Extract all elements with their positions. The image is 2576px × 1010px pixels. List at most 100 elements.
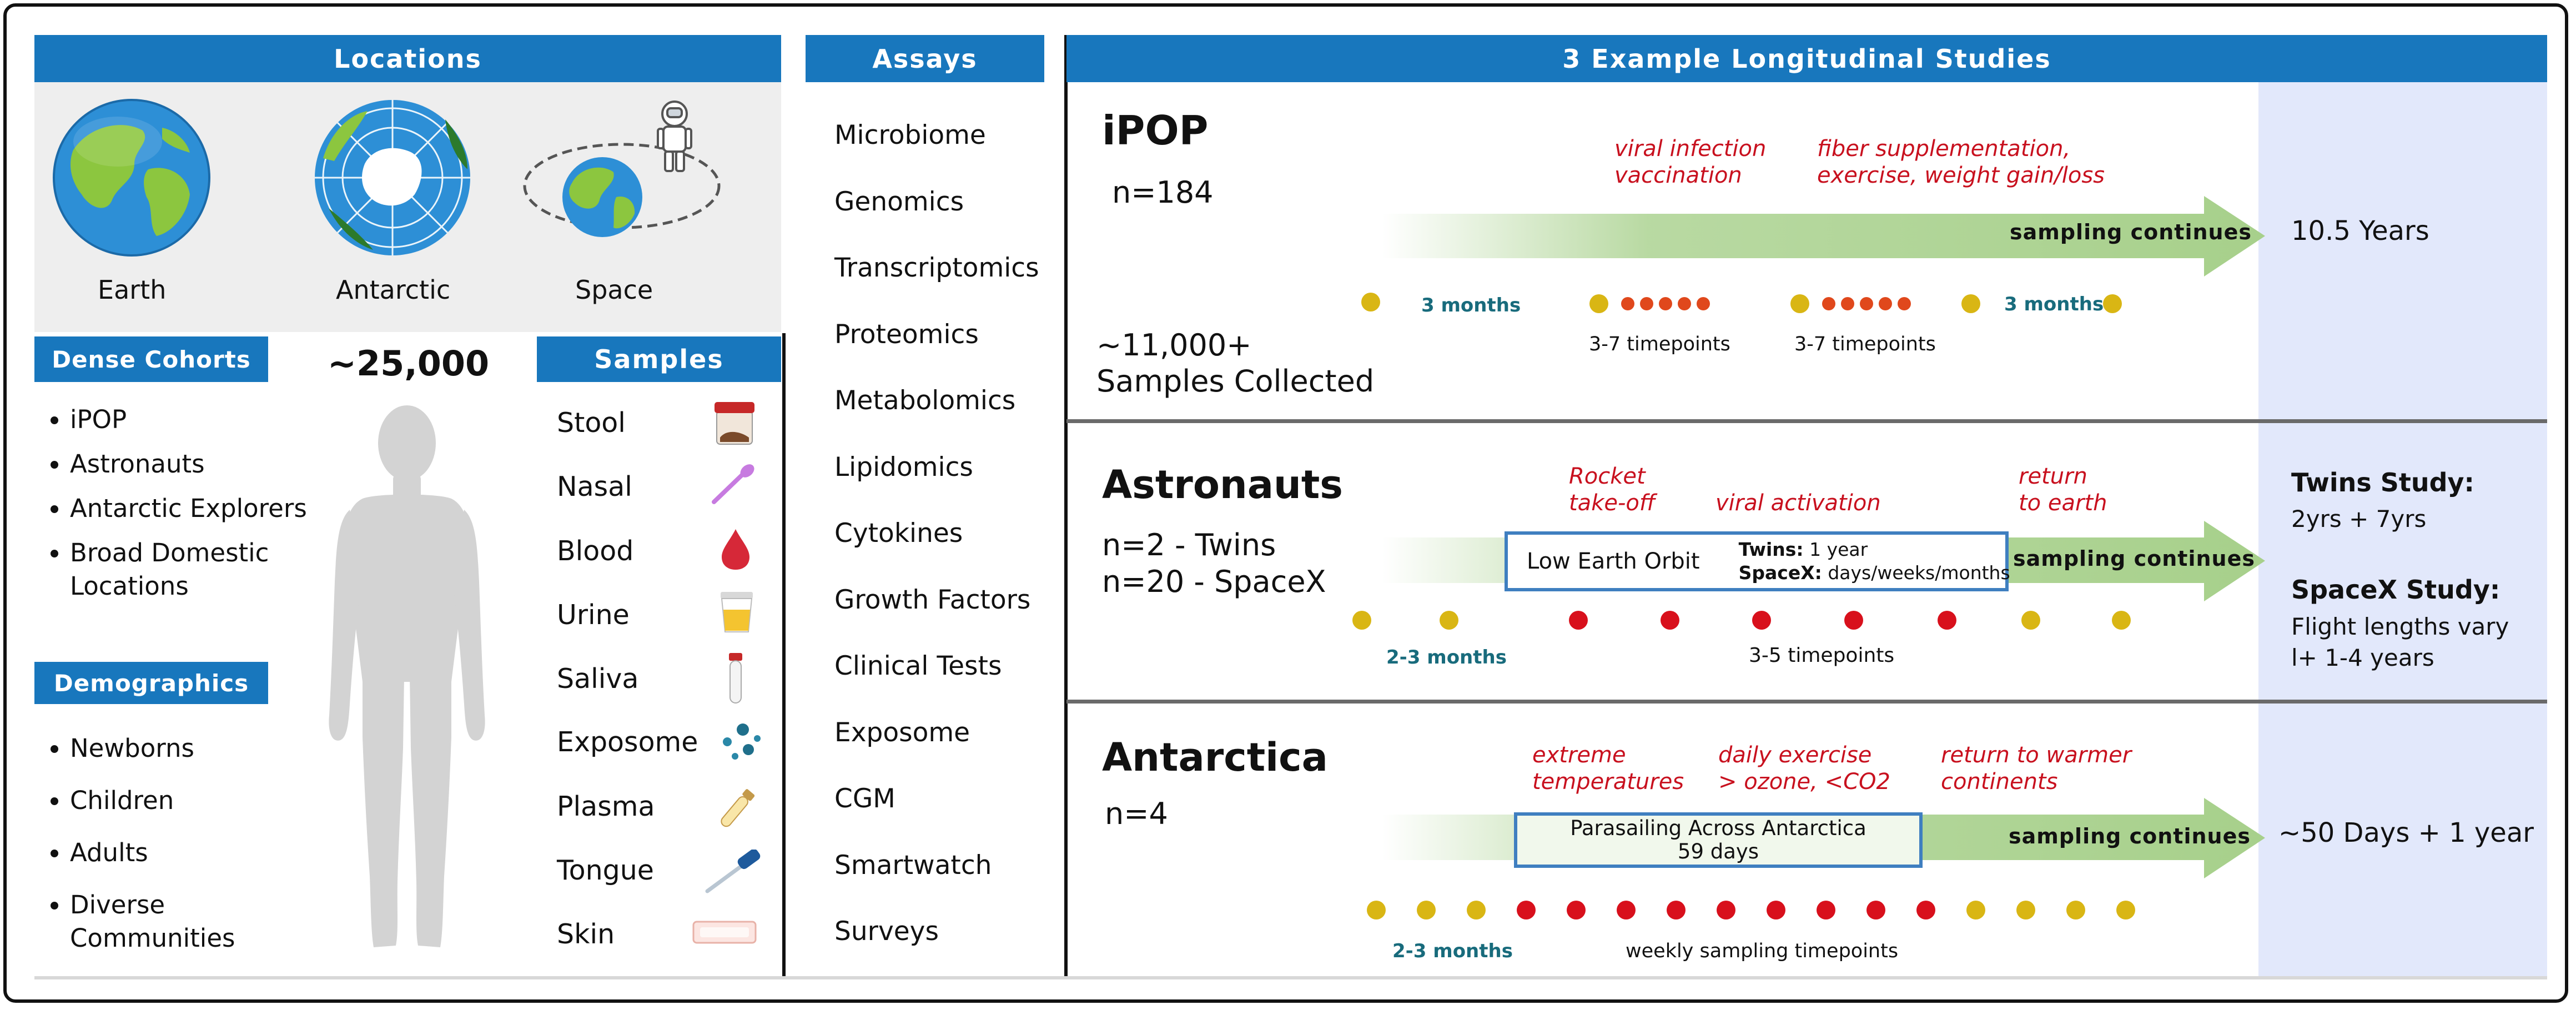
location-label-antarctic: Antarctic — [336, 275, 451, 305]
study-title-antarctica: Antarctica — [1102, 735, 1328, 780]
parasailing-box-line-1: Parasailing Across Antarctica — [1570, 816, 1866, 840]
figure-frame — [3, 3, 2568, 1003]
sample-label-urine: Urine — [557, 599, 630, 631]
divider-study-ipop-astronauts — [1066, 419, 2547, 423]
timepoint-dot — [1640, 297, 1653, 310]
event-label: > ozone, <CO2 — [1718, 769, 1890, 795]
timepoints-label: 3-7 timepoints — [1794, 333, 1936, 355]
plasma-tube-icon — [721, 789, 755, 827]
interval-label: 3 months — [1421, 294, 1521, 316]
event-label: viral infection — [1614, 136, 1767, 162]
timepoint-dot — [1678, 297, 1691, 310]
assay-item: Microbiome — [834, 120, 986, 150]
timepoint-dot — [2116, 901, 2135, 919]
event-label: temperatures — [1532, 769, 1684, 795]
result-spacex-value-1: Flight lengths vary — [2291, 613, 2509, 640]
dense-cohorts-list: iPOP Astronauts Antarctic Explorers Broa… — [36, 403, 314, 614]
timepoint-dot — [2021, 611, 2040, 630]
event-label: daily exercise — [1718, 742, 1872, 768]
timepoint-dot — [1617, 901, 1636, 919]
timepoint-dot — [1367, 901, 1386, 919]
locations-header: Locations — [34, 35, 781, 82]
samples-header: Samples — [537, 336, 781, 382]
bottom-rule — [34, 976, 2547, 979]
event-label: exercise, weight gain/loss — [1817, 163, 2105, 188]
sample-label-saliva: Saliva — [557, 663, 639, 695]
sample-label-stool: Stool — [557, 407, 626, 439]
timepoint-dot — [1667, 901, 1686, 919]
timepoint-dot — [1661, 611, 1679, 630]
assay-item: Transcriptomics — [834, 253, 1039, 283]
timepoint-dot — [1352, 611, 1371, 630]
timepoint-dot — [1361, 293, 1380, 311]
cohort-item: iPOP — [70, 403, 314, 436]
timepoint-dot — [1817, 901, 1835, 919]
timepoint-dot — [1767, 901, 1785, 919]
urine-cup-icon — [721, 592, 753, 632]
study-duration-antarctica: ~50 Days + 1 year — [2278, 817, 2534, 848]
assay-item: Smartwatch — [834, 850, 992, 881]
cohort-item: Broad Domestic Locations — [70, 536, 314, 603]
space-orbit-icon — [523, 101, 721, 237]
timepoints-label: 3-5 timepoints — [1749, 644, 1895, 667]
timepoints-label: weekly sampling timepoints — [1626, 940, 1899, 962]
interval-label: 2-3 months — [1392, 940, 1513, 962]
sample-label-blood: Blood — [557, 535, 634, 567]
timepoint-dot — [1841, 297, 1854, 310]
timepoint-dot — [2016, 901, 2035, 919]
parasailing-box-line-2: 59 days — [1677, 840, 1759, 863]
assay-item: Genomics — [834, 187, 964, 217]
location-label-earth: Earth — [98, 275, 167, 305]
assay-item: Growth Factors — [834, 585, 1031, 615]
divider-assays-studies — [1064, 35, 1068, 977]
dense-cohorts-header: Dense Cohorts — [34, 336, 268, 382]
timepoint-dot — [1517, 901, 1536, 919]
assays-header: Assays — [806, 35, 1044, 82]
results-panel — [2258, 82, 2547, 976]
human-body-silhouette-icon — [329, 405, 485, 947]
result-twins-title: Twins Study: — [2291, 468, 2474, 498]
assay-item: CGM — [834, 783, 895, 814]
spacex-duration-value: days/weeks/months — [1828, 562, 2010, 584]
result-spacex-value-2: l+ 1-4 years — [2291, 644, 2434, 671]
study-n-ipop: n=184 — [1112, 175, 1214, 210]
timepoint-dot — [1916, 901, 1935, 919]
timepoint-dot — [1938, 611, 1956, 630]
timepoints-label: 3-7 timepoints — [1589, 333, 1730, 355]
timepoint-dot — [1790, 294, 1809, 313]
cohort-item: Astronauts — [70, 448, 314, 481]
demographic-item: Newborns — [70, 732, 314, 765]
demographic-item: Diverse Communities — [70, 888, 314, 955]
antarctic-globe-icon — [315, 100, 470, 255]
stool-container-icon — [715, 402, 754, 445]
arrow-label-ipop: sampling continues — [2010, 220, 2252, 244]
assay-item: Clinical Tests — [834, 651, 1002, 681]
timepoint-dot — [2112, 611, 2131, 630]
event-label: vaccination — [1614, 163, 1742, 188]
timepoint-dot — [1417, 901, 1436, 919]
twins-duration-value: 1 year — [1809, 539, 1868, 560]
timepoint-dot — [1752, 611, 1771, 630]
sample-label-skin: Skin — [557, 918, 615, 950]
timepoint-dot — [1879, 297, 1892, 310]
arrow-label-astronauts: sampling continues — [2013, 546, 2255, 571]
timepoint-dot — [1567, 901, 1586, 919]
timepoint-dot — [1440, 611, 1458, 630]
arrow-label-antarctica: sampling continues — [2009, 824, 2251, 848]
demographic-item: Adults — [70, 836, 314, 870]
event-label: viral activation — [1715, 490, 1881, 516]
timepoint-dot — [1467, 901, 1486, 919]
location-label-space: Space — [575, 275, 653, 305]
timepoint-dot — [1659, 297, 1672, 310]
nasal-swab-icon — [712, 464, 754, 504]
study-duration-ipop: 10.5 Years — [2291, 215, 2429, 247]
divider-locations-assays — [782, 333, 786, 977]
event-label: return — [2019, 464, 2087, 489]
sample-label-tongue: Tongue — [557, 855, 654, 886]
assay-item: Metabolomics — [834, 385, 1016, 416]
studies-header: 3 Example Longitudinal Studies — [1066, 35, 2547, 82]
demographic-item: Children — [70, 784, 314, 817]
sample-label-exposome: Exposome — [557, 726, 698, 758]
event-label: Rocket — [1569, 464, 1646, 489]
timepoint-dot — [2066, 901, 2085, 919]
